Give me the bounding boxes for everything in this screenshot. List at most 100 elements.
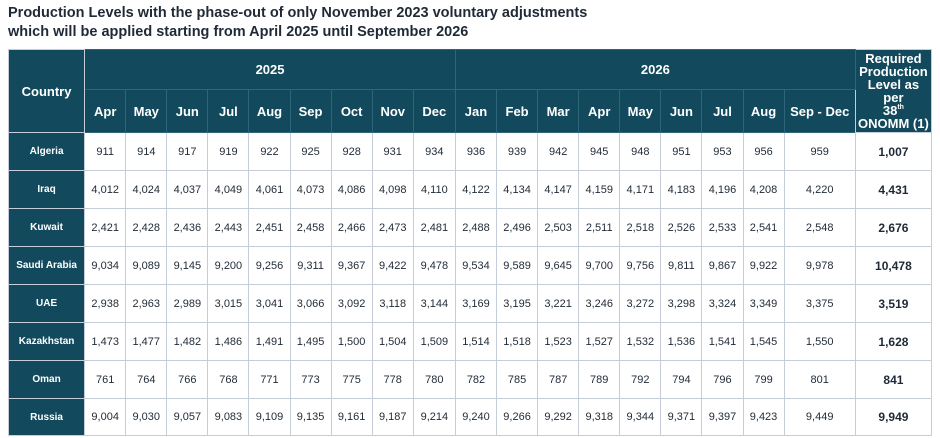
value-cell: 9,187	[371, 398, 414, 436]
value-cell: 4,183	[660, 170, 703, 209]
value-cell: 9,534	[454, 246, 498, 285]
country-header: Country	[7, 49, 86, 133]
required-level-cell: 1,628	[854, 322, 933, 361]
value-cell: 9,135	[289, 398, 332, 436]
required-header-sup: th	[897, 104, 904, 111]
value-cell: 917	[166, 132, 209, 171]
value-cell: 2,421	[84, 208, 127, 247]
value-cell: 3,092	[330, 284, 373, 323]
value-cell: 951	[660, 132, 703, 171]
value-cell: 9,311	[289, 246, 332, 285]
month-header: Jul	[207, 89, 250, 133]
title-line-1: Production Levels with the phase-out of …	[8, 5, 588, 21]
value-cell: 761	[84, 360, 127, 399]
value-cell: 2,443	[207, 208, 250, 247]
value-cell: 9,371	[660, 398, 703, 436]
required-level-cell: 841	[854, 360, 933, 399]
title-line-2: which will be applied starting from Apri…	[8, 24, 469, 40]
value-cell: 4,073	[289, 170, 332, 209]
value-cell: 785	[496, 360, 539, 399]
month-header: Jan	[454, 89, 498, 133]
value-cell: 4,098	[371, 170, 414, 209]
month-header: Oct	[330, 89, 373, 133]
value-cell: 2,473	[371, 208, 414, 247]
value-cell: 9,004	[84, 398, 127, 436]
value-cell: 9,266	[496, 398, 539, 436]
table-row: Algeria 911 914 917 919 922 925 928 931 934 936 939…	[7, 132, 933, 171]
value-cell: 2,518	[619, 208, 662, 247]
table-row: Russia 9,004 9,030 9,057 9,083 9,109 9,135 9,16…	[7, 398, 933, 436]
country-cell: Algeria	[7, 132, 86, 171]
value-cell: 9,083	[207, 398, 250, 436]
value-cell: 4,171	[619, 170, 662, 209]
value-cell: 2,963	[125, 284, 168, 323]
value-cell: 934	[412, 132, 456, 171]
value-cell: 2,436	[166, 208, 209, 247]
value-cell: 796	[701, 360, 744, 399]
value-cell: 775	[330, 360, 373, 399]
required-level-header: Required Production Level as per 38th ON…	[854, 49, 933, 133]
value-cell: 3,169	[454, 284, 498, 323]
month-header: Aug	[248, 89, 291, 133]
value-cell: 9,240	[454, 398, 498, 436]
required-header-line3: Level as per	[867, 77, 920, 105]
value-cell: 2,428	[125, 208, 168, 247]
value-cell: 9,811	[660, 246, 703, 285]
value-cell: 3,298	[660, 284, 703, 323]
value-cell: 1,509	[412, 322, 456, 361]
value-cell: 9,423	[742, 398, 785, 436]
country-cell: UAE	[7, 284, 86, 323]
value-cell: 2,488	[454, 208, 498, 247]
country-cell: Russia	[7, 398, 86, 436]
country-cell: Iraq	[7, 170, 86, 209]
value-cell: 948	[619, 132, 662, 171]
month-header: Jun	[660, 89, 703, 133]
value-cell: 9,030	[125, 398, 168, 436]
value-cell: 9,344	[619, 398, 662, 436]
value-cell: 1,486	[207, 322, 250, 361]
required-level-cell: 4,431	[854, 170, 933, 209]
value-cell: 2,466	[330, 208, 373, 247]
value-cell: 1,527	[578, 322, 621, 361]
value-cell: 2,458	[289, 208, 332, 247]
value-cell: 9,034	[84, 246, 127, 285]
value-cell: 2,548	[783, 208, 856, 247]
value-cell: 2,533	[701, 208, 744, 247]
month-header: May	[125, 89, 168, 133]
value-cell: 782	[454, 360, 498, 399]
value-cell: 778	[371, 360, 414, 399]
value-cell: 1,514	[454, 322, 498, 361]
value-cell: 3,375	[783, 284, 856, 323]
month-header: May	[619, 89, 662, 133]
value-cell: 3,015	[207, 284, 250, 323]
required-header-line1: Required	[865, 51, 922, 66]
value-cell: 1,550	[783, 322, 856, 361]
value-cell: 794	[660, 360, 703, 399]
value-cell: 1,473	[84, 322, 127, 361]
value-cell: 914	[125, 132, 168, 171]
value-cell: 2,481	[412, 208, 456, 247]
value-cell: 3,066	[289, 284, 332, 323]
value-cell: 9,161	[330, 398, 373, 436]
value-cell: 9,109	[248, 398, 291, 436]
value-cell: 1,541	[701, 322, 744, 361]
value-cell: 2,451	[248, 208, 291, 247]
value-cell: 9,367	[330, 246, 373, 285]
table-row: Kuwait 2,421 2,428 2,436 2,443 2,451 2,458 2,46…	[7, 208, 933, 247]
value-cell: 931	[371, 132, 414, 171]
month-header: Nov	[371, 89, 414, 133]
value-cell: 1,523	[537, 322, 580, 361]
value-cell: 4,159	[578, 170, 621, 209]
value-cell: 801	[783, 360, 856, 399]
value-cell: 4,086	[330, 170, 373, 209]
value-cell: 959	[783, 132, 856, 171]
value-cell: 2,938	[84, 284, 127, 323]
month-header: Sep - Dec	[783, 89, 856, 133]
value-cell: 939	[496, 132, 539, 171]
value-cell: 942	[537, 132, 580, 171]
value-cell: 4,012	[84, 170, 127, 209]
value-cell: 3,246	[578, 284, 621, 323]
required-level-cell: 2,676	[854, 208, 933, 247]
value-cell: 771	[248, 360, 291, 399]
value-cell: 945	[578, 132, 621, 171]
